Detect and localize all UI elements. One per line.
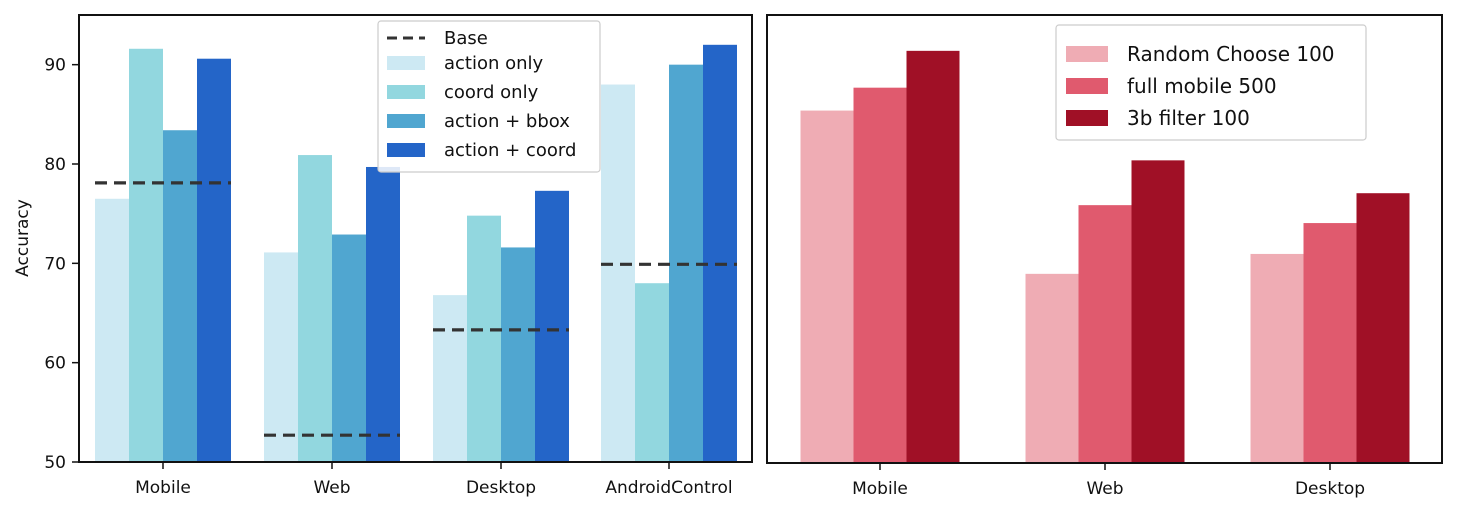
left-bar-0-1 [129,48,163,462]
right-bars [800,50,1410,464]
right-bar-0-1 [853,87,907,464]
left-bar-1-3 [366,166,400,463]
right-legend: Random Choose 100 full mobile 500 3b filte… [1055,24,1367,141]
left-plot-frame [78,14,753,463]
left-baselines [95,181,737,437]
right-bar-2-0 [1250,253,1304,463]
left-bar-2-2 [501,247,535,462]
right-x-tick-label-1: Web [1086,479,1123,499]
left-x-tick-label-3: AndroidControl [605,478,732,498]
left-bar-2-0 [433,295,467,462]
right-x-ticks: Mobile Web Desktop [852,463,1365,499]
right-bar-0-2 [906,50,960,464]
left-bar-3-0 [601,84,635,463]
left-legend-swatch-2 [387,114,425,128]
right-legend-swatch-2 [1066,110,1108,126]
left-y-ticks: 50 60 70 80 90 [44,56,79,473]
right-bar-1-0 [1025,273,1079,463]
left-bar-3-3 [703,44,737,463]
right-bar-2-1 [1303,223,1357,463]
left-bars [95,44,737,463]
left-legend-label-base: Base [444,28,488,49]
left-bar-1-1 [298,155,332,462]
left-legend-label-2: action + bbox [444,111,570,132]
left-x-tick-label-1: Web [313,478,350,498]
left-y-tick-label-0: 50 [44,453,66,473]
left-legend-swatch-0 [387,56,425,70]
right-legend-swatch-1 [1066,78,1108,94]
right-chart: Mobile Web Desktop Random Choose 100 full m… [766,14,1443,499]
left-bar-0-0 [95,198,129,462]
left-y-tick-label-1: 60 [44,354,66,374]
right-legend-label-2: 3b filter 100 [1127,106,1250,130]
right-legend-swatch-0 [1066,46,1108,62]
right-bar-1-1 [1078,205,1132,463]
left-bar-1-0 [264,252,298,462]
left-bar-2-1 [467,215,501,462]
left-y-axis-title: Accuracy [13,199,33,277]
left-legend-frame [377,20,601,173]
left-x-tick-label-0: Mobile [135,478,191,498]
left-legend-label-0: action only [444,53,544,74]
left-legend-label-1: coord only [444,82,539,103]
left-legend-label-3: action + coord [444,140,576,161]
right-bar-1-2 [1131,160,1185,463]
left-y-tick-label-3: 80 [44,155,66,175]
right-bar-2-2 [1356,193,1410,463]
left-bar-0-2 [163,130,197,462]
left-x-tick-label-2: Desktop [466,478,536,498]
left-y-tick-label-2: 70 [44,254,66,274]
right-legend-frame [1055,24,1367,141]
left-bar-3-1 [635,283,669,462]
left-bar-2-3 [535,190,569,462]
left-legend: Base action only coord only action + bbox ac… [377,20,601,173]
left-chart: 50 60 70 80 90 Mobile Web Desktop AndroidContro… [13,14,753,498]
right-legend-label-1: full mobile 500 [1127,74,1277,98]
left-legend-swatch-1 [387,85,425,99]
left-legend-swatch-3 [387,143,425,157]
left-bar-1-2 [332,234,366,462]
left-y-tick-label-4: 90 [44,56,66,76]
left-x-ticks: Mobile Web Desktop AndroidControl [135,462,733,498]
left-bar-0-3 [197,58,231,462]
right-bar-0-0 [800,110,854,463]
right-x-tick-label-0: Mobile [852,479,908,499]
right-legend-label-0: Random Choose 100 [1127,42,1335,66]
right-x-tick-label-2: Desktop [1295,479,1365,499]
